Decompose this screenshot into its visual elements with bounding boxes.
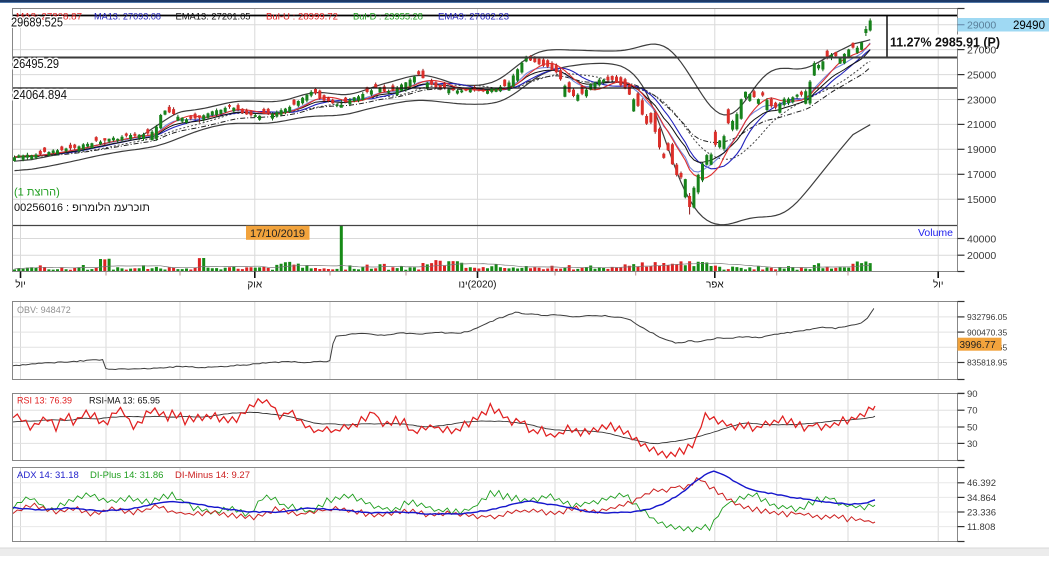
svg-text:EMA13: 27201.05: EMA13: 27201.05 xyxy=(176,12,251,23)
svg-text:מ: מ xyxy=(114,202,122,214)
svg-text:א: א xyxy=(717,280,724,291)
svg-text:20000: 20000 xyxy=(967,250,996,262)
svg-text:6: 6 xyxy=(57,202,63,214)
svg-text:RSI-MA 13: 65.95: RSI-MA 13: 65.95 xyxy=(89,396,160,406)
svg-text:46.392: 46.392 xyxy=(967,478,996,489)
svg-text:ת: ת xyxy=(27,187,35,199)
svg-text:29490: 29490 xyxy=(1013,20,1045,32)
svg-text:19000: 19000 xyxy=(967,144,996,156)
svg-text:Bul-D : 23955.28: Bul-D : 23955.28 xyxy=(353,12,423,23)
svg-text:י: י xyxy=(941,280,944,291)
svg-text:): ) xyxy=(493,280,496,291)
svg-text:DI-Minus 14: 9.27: DI-Minus 14: 9.27 xyxy=(175,470,250,481)
svg-text:25000: 25000 xyxy=(967,69,996,81)
svg-text:23.336: 23.336 xyxy=(967,507,996,518)
svg-text:15000: 15000 xyxy=(967,194,996,206)
svg-text:835818.95: 835818.95 xyxy=(967,358,1007,368)
svg-text:ה: ה xyxy=(49,187,56,199)
svg-text:Bul-U : 28999.72: Bul-U : 28999.72 xyxy=(266,12,338,23)
svg-text:OBV: 948472: OBV: 948472 xyxy=(17,305,71,315)
svg-text:י: י xyxy=(23,280,26,291)
svg-text:40000: 40000 xyxy=(967,233,996,245)
svg-text:27000: 27000 xyxy=(967,44,996,56)
svg-text:Volume: Volume xyxy=(918,227,953,239)
svg-text:1: 1 xyxy=(18,187,24,199)
svg-text::: : xyxy=(66,202,69,214)
svg-text:17/10/2019: 17/10/2019 xyxy=(250,228,305,240)
svg-text:24064.894: 24064.894 xyxy=(13,88,67,102)
svg-text:DI-Plus 14: 31.86: DI-Plus 14: 31.86 xyxy=(90,470,163,481)
svg-text:90: 90 xyxy=(967,389,978,400)
svg-text:מ: מ xyxy=(88,202,96,214)
svg-text:MA13: 27093.08: MA13: 27093.08 xyxy=(94,12,161,23)
svg-text:70: 70 xyxy=(967,406,978,417)
svg-text:ADX 14: 31.18: ADX 14: 31.18 xyxy=(17,470,79,481)
svg-text:3996.77: 3996.77 xyxy=(960,340,997,351)
svg-text:EMA9: 27662.23: EMA9: 27662.23 xyxy=(438,12,509,23)
svg-text:23000: 23000 xyxy=(967,94,996,106)
svg-text:30: 30 xyxy=(967,439,978,450)
svg-text:26495.29: 26495.29 xyxy=(13,57,59,71)
svg-text:21000: 21000 xyxy=(967,119,996,131)
svg-text:RSI 13: 76.39: RSI 13: 76.39 xyxy=(17,396,72,406)
svg-text:ה: ה xyxy=(104,202,111,214)
svg-text:11.808: 11.808 xyxy=(967,522,995,533)
svg-text:ת: ת xyxy=(142,202,150,214)
svg-text:900470.35: 900470.35 xyxy=(967,327,1007,337)
svg-text:29000: 29000 xyxy=(967,19,996,31)
svg-text:34.864: 34.864 xyxy=(967,493,996,504)
svg-text:50: 50 xyxy=(967,422,978,433)
svg-text:17000: 17000 xyxy=(967,169,996,181)
svg-text:29689.525: 29689.525 xyxy=(11,16,63,30)
svg-text:932796.05: 932796.05 xyxy=(967,312,1007,322)
svg-text:): ) xyxy=(56,187,60,199)
svg-text:א: א xyxy=(256,280,263,291)
